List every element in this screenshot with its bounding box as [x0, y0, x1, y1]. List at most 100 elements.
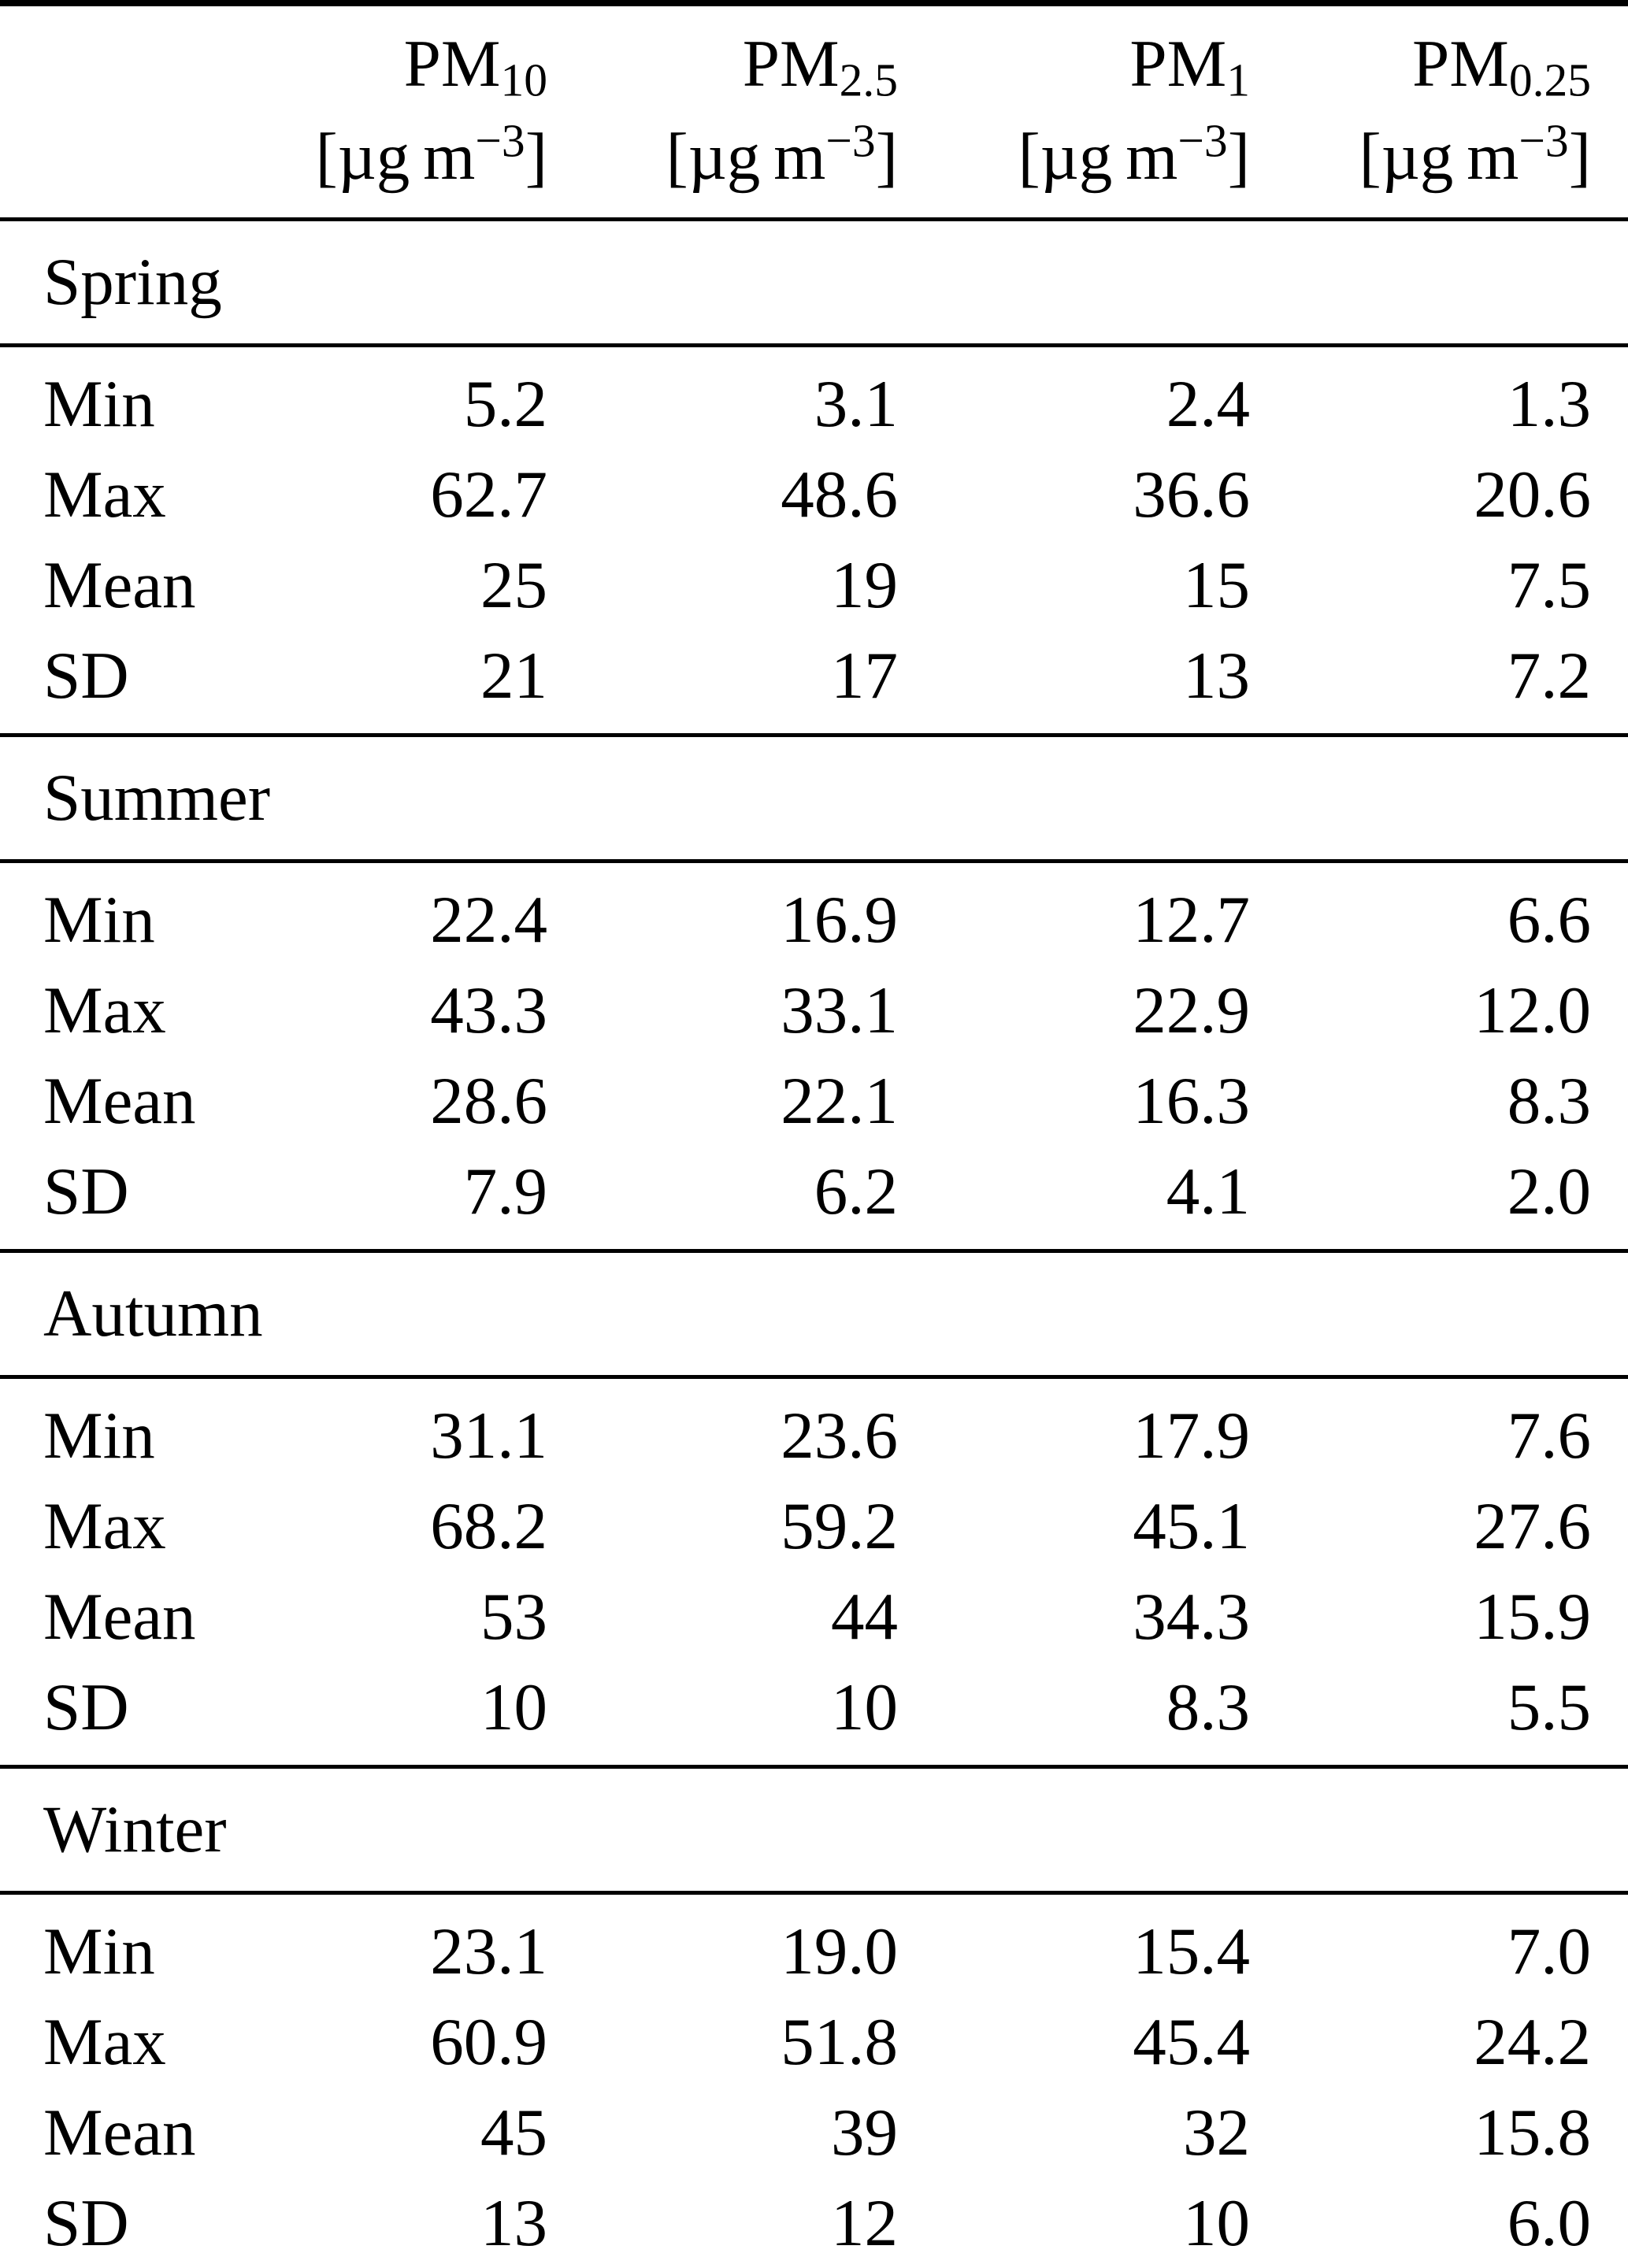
value-cell: 12.7: [1133, 883, 1250, 957]
row-label: SD: [43, 1154, 129, 1228]
value-cell: 27.6: [1474, 1489, 1591, 1563]
value-cell: 22.1: [781, 1064, 898, 1138]
column-header-pm10: PM10 [µg m−3]: [234, 3, 584, 220]
table-row-max: Max 68.2 59.2 45.1 27.6: [0, 1481, 1628, 1572]
unit-exponent: −3: [1519, 114, 1569, 167]
season-header-row: Spring: [0, 219, 1628, 346]
row-label: Min: [43, 1399, 155, 1473]
row-label: Max: [43, 2005, 166, 2079]
value-cell: 13: [480, 2186, 547, 2260]
table-row-min: Min 22.4 16.9 12.7 6.6: [0, 862, 1628, 966]
value-cell: 6.0: [1507, 2186, 1591, 2260]
table-row-mean: Mean 25 19 15 7.5: [0, 540, 1628, 631]
table-row-mean: Mean 53 44 34.3 15.9: [0, 1572, 1628, 1662]
row-label: Max: [43, 458, 166, 532]
value-cell: 24.2: [1474, 2005, 1591, 2079]
pm-subscript: 10: [500, 54, 548, 106]
unit-pre: [µg m: [315, 120, 476, 194]
value-cell: 5.5: [1507, 1670, 1591, 1744]
pm0-25-unit: [µg m−3]: [1287, 110, 1591, 203]
pm-subscript: 0.25: [1508, 54, 1591, 106]
value-cell: 10: [480, 1670, 547, 1744]
row-label: SD: [43, 1670, 129, 1744]
value-cell: 62.7: [430, 458, 547, 532]
value-cell: 15.4: [1133, 1914, 1250, 1988]
value-cell: 8.3: [1507, 1064, 1591, 1138]
season-label: Autumn: [43, 1277, 263, 1351]
value-cell: 16.9: [781, 883, 898, 957]
row-label: SD: [43, 639, 129, 713]
table-row-max: Max 62.7 48.6 36.6 20.6: [0, 450, 1628, 540]
season-section-autumn: Autumn Min 31.1 23.6 17.9 7.6 Max 68.2 5…: [0, 1251, 1628, 1767]
value-cell: 7.9: [463, 1154, 547, 1228]
value-cell: 31.1: [430, 1399, 547, 1473]
row-label: Mean: [43, 1064, 196, 1138]
pm-subscript: 1: [1226, 54, 1250, 106]
value-cell: 15.9: [1474, 1580, 1591, 1654]
pm2-5-name: PM2.5: [584, 17, 898, 110]
unit-post: ]: [525, 120, 547, 194]
value-cell: 25: [480, 548, 547, 622]
season-label: Winter: [43, 1792, 227, 1866]
row-label: Min: [43, 1914, 155, 1988]
value-cell: 32: [1183, 2096, 1250, 2170]
value-cell: 15: [1183, 548, 1250, 622]
value-cell: 39: [831, 2096, 898, 2170]
value-cell: 23.6: [781, 1399, 898, 1473]
value-cell: 51.8: [781, 2005, 898, 2079]
value-cell: 45.4: [1133, 2005, 1250, 2079]
unit-post: ]: [1568, 120, 1591, 194]
column-header-pm1: PM1 [µg m−3]: [935, 3, 1287, 220]
header-row: PM10 [µg m−3] PM2.5 [µg m−3] PM1 [µg m−3…: [0, 3, 1628, 220]
value-cell: 5.2: [463, 367, 547, 441]
pm-prefix: PM: [742, 27, 840, 101]
pm1-unit: [µg m−3]: [935, 110, 1250, 203]
value-cell: 13: [1183, 639, 1250, 713]
season-section-spring: Spring Min 5.2 3.1 2.4 1.3 Max 62.7 48.6…: [0, 219, 1628, 736]
table-row-sd: SD 21 17 13 7.2: [0, 631, 1628, 736]
unit-post: ]: [1227, 120, 1250, 194]
row-label: Max: [43, 973, 166, 1047]
value-cell: 12.0: [1474, 973, 1591, 1047]
pm10-unit: [µg m−3]: [234, 110, 547, 203]
row-label: Mean: [43, 548, 196, 622]
unit-post: ]: [875, 120, 898, 194]
table-row-sd: SD 10 10 8.3 5.5: [0, 1662, 1628, 1767]
unit-exponent: −3: [475, 114, 525, 167]
season-label: Summer: [43, 761, 271, 835]
value-cell: 19.0: [781, 1914, 898, 1988]
value-cell: 7.2: [1507, 639, 1591, 713]
value-cell: 60.9: [430, 2005, 547, 2079]
pm-prefix: PM: [403, 27, 501, 101]
table-row-sd: SD 7.9 6.2 4.1 2.0: [0, 1147, 1628, 1251]
unit-exponent: −3: [1177, 114, 1228, 167]
season-header-row: Summer: [0, 735, 1628, 862]
pm-subscript: 2.5: [839, 54, 898, 106]
value-cell: 8.3: [1166, 1670, 1250, 1744]
value-cell: 45.1: [1133, 1489, 1250, 1563]
value-cell: 3.1: [814, 367, 898, 441]
table-row-sd: SD 13 12 10 6.0: [0, 2178, 1628, 2268]
column-header-pm0-25: PM0.25 [µg m−3]: [1287, 3, 1628, 220]
value-cell: 59.2: [781, 1489, 898, 1563]
unit-pre: [µg m: [666, 120, 826, 194]
table-row-mean: Mean 45 39 32 15.8: [0, 2088, 1628, 2178]
value-cell: 7.6: [1507, 1399, 1591, 1473]
table-header: PM10 [µg m−3] PM2.5 [µg m−3] PM1 [µg m−3…: [0, 3, 1628, 220]
value-cell: 4.1: [1166, 1154, 1250, 1228]
value-cell: 45: [480, 2096, 547, 2170]
value-cell: 20.6: [1474, 458, 1591, 532]
unit-exponent: −3: [825, 114, 876, 167]
row-label: Min: [43, 883, 155, 957]
value-cell: 43.3: [430, 973, 547, 1047]
corner-cell: [0, 3, 234, 220]
value-cell: 17: [831, 639, 898, 713]
season-header-row: Winter: [0, 1766, 1628, 1893]
value-cell: 2.4: [1166, 367, 1250, 441]
value-cell: 36.6: [1133, 458, 1250, 532]
table-row-min: Min 23.1 19.0 15.4 7.0: [0, 1893, 1628, 1998]
value-cell: 6.6: [1507, 883, 1591, 957]
row-label: Mean: [43, 2096, 196, 2170]
value-cell: 15.8: [1474, 2096, 1591, 2170]
